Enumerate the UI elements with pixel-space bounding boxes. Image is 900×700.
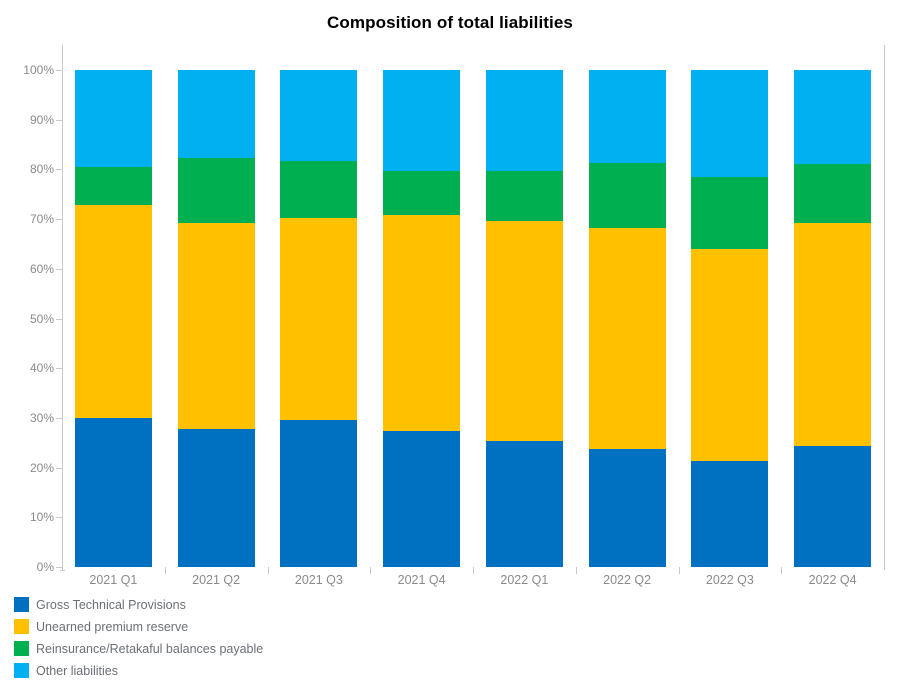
bar-segment[interactable] bbox=[588, 162, 666, 229]
bar-segment[interactable] bbox=[177, 158, 255, 224]
y-axis-tick bbox=[56, 417, 62, 419]
bar-segment[interactable] bbox=[485, 220, 563, 441]
bar-segment[interactable] bbox=[588, 70, 666, 163]
bar-segment[interactable] bbox=[485, 171, 563, 221]
bar-segment[interactable] bbox=[177, 70, 255, 159]
bar-segment[interactable] bbox=[280, 218, 358, 420]
bar-segment[interactable] bbox=[691, 460, 769, 567]
legend-swatch-icon bbox=[14, 597, 29, 612]
bar-segment[interactable] bbox=[280, 70, 358, 161]
y-axis-tick bbox=[56, 119, 62, 121]
legend-swatch-icon bbox=[14, 641, 29, 656]
bar-segment[interactable] bbox=[74, 417, 152, 567]
y-axis-tick-label: 30% bbox=[29, 410, 54, 425]
bar-segment[interactable] bbox=[588, 449, 666, 567]
y-axis-line bbox=[62, 45, 63, 570]
y-axis-tick-label: 50% bbox=[29, 311, 54, 326]
bar-segment[interactable] bbox=[691, 248, 769, 461]
legend-swatch-icon bbox=[14, 663, 29, 678]
x-axis-boundary-tick bbox=[370, 567, 372, 574]
chart-title: Composition of total liabilities bbox=[327, 13, 573, 32]
x-axis-category-label: 2021 Q4 bbox=[397, 573, 446, 587]
bar-segment[interactable] bbox=[177, 223, 255, 430]
legend-item[interactable]: Unearned premium reserve bbox=[14, 619, 263, 634]
x-axis-boundary-tick bbox=[678, 567, 680, 574]
y-axis-tick-label: 70% bbox=[29, 212, 54, 227]
y-axis-tick-label: 40% bbox=[29, 361, 54, 376]
bar-segment[interactable] bbox=[74, 204, 152, 418]
bar-segment[interactable] bbox=[691, 70, 769, 177]
y-axis-tick-label: 60% bbox=[29, 261, 54, 276]
bar-segment[interactable] bbox=[383, 70, 461, 172]
legend-item[interactable]: Gross Technical Provisions bbox=[14, 597, 263, 612]
y-axis-tick-label: 10% bbox=[29, 510, 54, 525]
x-axis-category-label: 2021 Q2 bbox=[192, 573, 241, 587]
bar-segment[interactable] bbox=[794, 70, 872, 165]
legend-item-label: Unearned premium reserve bbox=[36, 619, 189, 634]
y-axis-tick-label: 80% bbox=[29, 162, 54, 177]
bar-segment[interactable] bbox=[383, 214, 461, 431]
plot-right-border bbox=[884, 45, 885, 570]
x-axis-boundary-tick bbox=[267, 567, 269, 574]
bar-segment[interactable] bbox=[280, 160, 358, 219]
legend-swatch-icon bbox=[14, 619, 29, 634]
legend-item-label: Other liabilities bbox=[36, 663, 118, 678]
bar-segment[interactable] bbox=[280, 419, 358, 567]
y-axis-tick bbox=[56, 268, 62, 270]
bar-segment[interactable] bbox=[794, 445, 872, 567]
bar-segment[interactable] bbox=[383, 171, 461, 215]
y-axis-tick bbox=[56, 368, 62, 370]
y-axis-tick-label: 20% bbox=[29, 460, 54, 475]
bar-segment[interactable] bbox=[691, 176, 769, 249]
x-axis-category-label: 2022 Q3 bbox=[705, 573, 754, 587]
x-axis-category-label: 2022 Q1 bbox=[500, 573, 549, 587]
x-axis-boundary-tick bbox=[164, 567, 166, 574]
bar-segment[interactable] bbox=[485, 440, 563, 567]
bar-segment[interactable] bbox=[794, 164, 872, 224]
x-axis-category-label: 2022 Q4 bbox=[808, 573, 857, 587]
x-axis-category-label: 2021 Q3 bbox=[294, 573, 343, 587]
legend-item[interactable]: Reinsurance/Retakaful balances payable bbox=[14, 641, 263, 656]
x-axis-category-label: 2021 Q1 bbox=[89, 573, 138, 587]
bar-segment[interactable] bbox=[794, 223, 872, 446]
bar-segment[interactable] bbox=[485, 70, 563, 172]
bar-segment[interactable] bbox=[177, 429, 255, 567]
x-axis-boundary-tick bbox=[473, 567, 474, 574]
y-axis-tick bbox=[56, 219, 62, 221]
bar-segment[interactable] bbox=[74, 70, 152, 168]
x-axis-boundary-tick bbox=[575, 567, 577, 574]
y-axis-tick bbox=[56, 169, 62, 171]
y-axis-end-tick bbox=[60, 570, 65, 571]
y-axis-tick-label: 0% bbox=[36, 560, 54, 574]
bar-segment[interactable] bbox=[588, 228, 666, 450]
y-axis-tick bbox=[56, 467, 62, 469]
y-axis-tick bbox=[56, 567, 62, 568]
y-axis-tick-label: 90% bbox=[29, 112, 54, 127]
legend-item-label: Reinsurance/Retakaful balances payable bbox=[36, 641, 264, 656]
y-axis-tick bbox=[56, 318, 62, 320]
y-axis-tick-label: 100% bbox=[23, 63, 54, 77]
legend-item[interactable]: Other liabilities bbox=[14, 663, 263, 678]
x-axis-category-label: 2022 Q2 bbox=[603, 573, 652, 587]
x-axis-boundary-tick bbox=[781, 567, 783, 574]
legend: Gross Technical Provisions Unearned premi… bbox=[14, 597, 263, 685]
bar-segment[interactable] bbox=[74, 167, 152, 205]
legend-item-label: Gross Technical Provisions bbox=[36, 597, 186, 612]
y-axis-tick bbox=[56, 70, 62, 71]
bar-segment[interactable] bbox=[383, 430, 461, 567]
y-axis-tick bbox=[56, 517, 62, 519]
